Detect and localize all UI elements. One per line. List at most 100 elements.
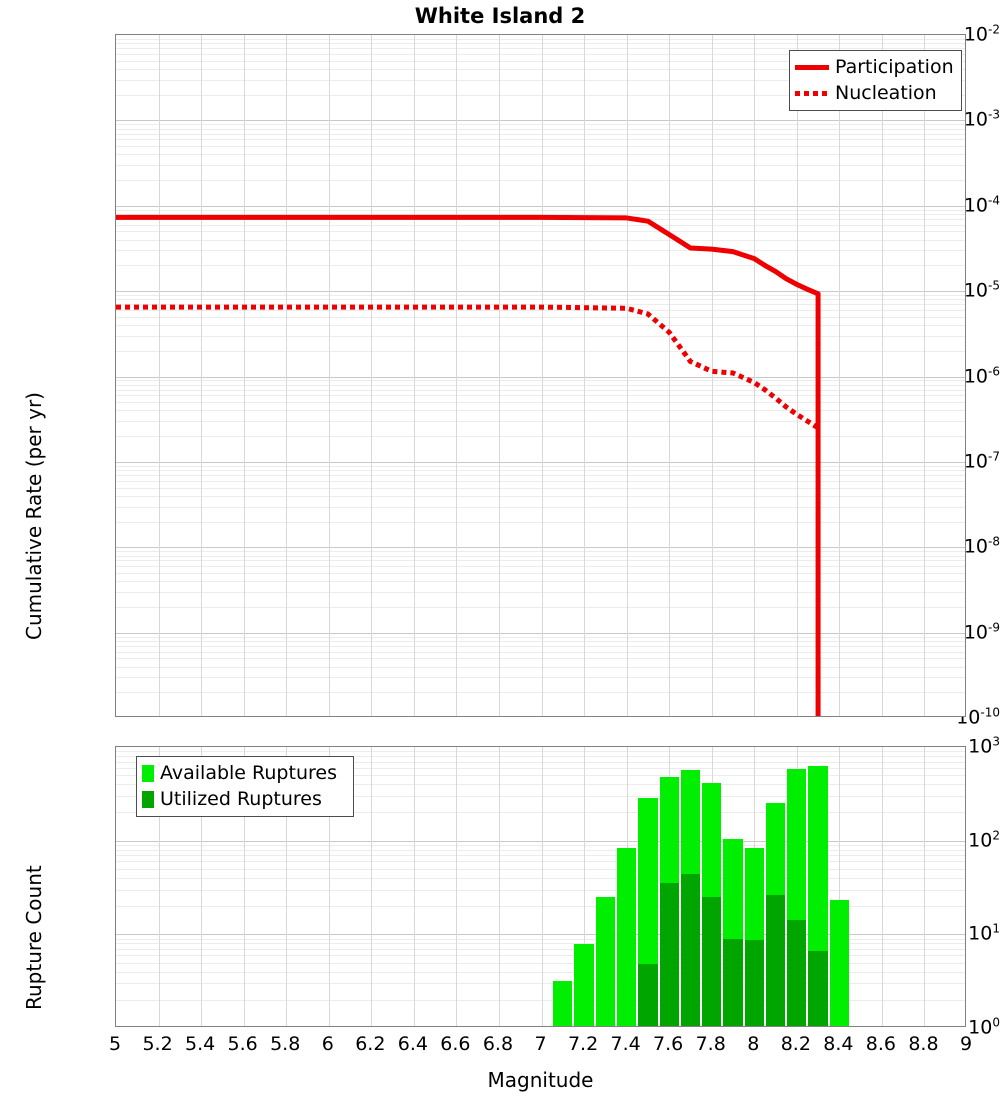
gridline-minor <box>116 971 965 973</box>
gridline-vertical <box>924 35 926 716</box>
x-tick-label: 8 <box>747 1033 760 1055</box>
gridline-minor <box>116 43 965 45</box>
gridline-minor <box>116 436 965 438</box>
x-tick-label: 9 <box>959 1033 973 1055</box>
gridline-vertical <box>371 35 373 716</box>
gridline-minor <box>116 666 965 668</box>
y-tick-label: 10-5 <box>963 278 1000 302</box>
bottom-panel-legend: Available Ruptures Utilized Ruptures <box>136 756 354 817</box>
gridline-minor <box>116 877 965 879</box>
bar-utilized-ruptures <box>638 963 658 1026</box>
gridline-vertical <box>839 35 841 716</box>
gridline-major <box>116 120 965 122</box>
bar-available-ruptures <box>574 944 594 1026</box>
gridline-major <box>116 376 965 378</box>
bar-utilized-ruptures <box>702 896 722 1026</box>
gridline-minor <box>116 239 965 241</box>
bar-utilized-ruptures <box>659 882 679 1026</box>
gridline-vertical <box>201 35 203 716</box>
available-ruptures-swatch-icon <box>142 764 154 782</box>
gridline-vertical <box>584 747 586 1026</box>
bar-utilized-ruptures <box>680 873 701 1026</box>
x-tick-label: 8.6 <box>865 1033 896 1055</box>
gridline-minor <box>116 955 965 957</box>
gridline-minor <box>116 68 965 70</box>
gridline-minor <box>116 784 965 786</box>
legend-item-participation: Participation <box>795 54 954 80</box>
gridline-minor <box>116 124 965 126</box>
gridline-minor <box>116 756 965 758</box>
x-tick-label: 6.4 <box>397 1033 428 1055</box>
x-tick-label: 5.4 <box>184 1033 216 1055</box>
gridline-vertical <box>711 35 713 716</box>
gridline-minor <box>116 48 965 50</box>
gridline-vertical <box>328 35 330 716</box>
x-tick-label: 7.4 <box>610 1033 641 1055</box>
gridline-minor <box>116 906 965 908</box>
gridline-minor <box>116 214 965 216</box>
gridline-vertical <box>456 747 458 1026</box>
gridline-vertical <box>881 747 883 1026</box>
gridline-vertical <box>881 35 883 716</box>
gridline-minor <box>116 636 965 638</box>
gridline-minor <box>116 154 965 156</box>
bar-available-ruptures <box>553 981 573 1026</box>
gridline-minor <box>116 38 965 40</box>
nucleation-dotted-line-icon <box>795 90 829 96</box>
y-tick-label: 10-3 <box>963 107 1000 132</box>
gridline-minor <box>116 402 965 404</box>
gridline-minor <box>116 146 965 148</box>
gridline-minor <box>116 506 965 508</box>
gridline-vertical <box>541 35 543 716</box>
legend-label-utilized-ruptures: Utilized Ruptures <box>160 788 322 810</box>
gridline-minor <box>116 938 965 940</box>
x-tick-label: 5.8 <box>270 1033 301 1055</box>
y-tick-label: 10-7 <box>963 449 1000 473</box>
gridline-minor <box>116 658 965 660</box>
x-tick-label: 5 <box>108 1033 122 1055</box>
gridline-minor <box>116 380 965 382</box>
gridline-minor <box>116 335 965 337</box>
gridline-minor <box>116 948 965 950</box>
gridline-minor <box>116 572 965 574</box>
gridline-minor <box>116 591 965 593</box>
x-tick-label: 6.6 <box>440 1033 471 1055</box>
gridline-vertical <box>243 35 245 716</box>
gridline-minor <box>116 470 965 472</box>
gridline-minor <box>116 325 965 327</box>
bar-utilized-ruptures <box>808 951 828 1026</box>
gridline-minor <box>116 775 965 777</box>
x-tick-label: 8.2 <box>780 1033 811 1055</box>
gridline-minor <box>116 480 965 482</box>
legend-label-available-ruptures: Available Ruptures <box>160 762 337 784</box>
gridline-minor <box>116 606 965 608</box>
gridline-minor <box>116 180 965 182</box>
x-tick-label: 7 <box>534 1033 547 1055</box>
gridline-major <box>116 461 965 463</box>
gridline-minor <box>116 128 965 130</box>
gridline-minor <box>116 389 965 391</box>
y-tick-label: 10-8 <box>963 534 1000 558</box>
gridline-minor <box>116 475 965 477</box>
gridline-vertical <box>413 35 415 716</box>
gridline-minor <box>116 521 965 523</box>
gridline-vertical <box>158 35 160 716</box>
gridline-minor <box>116 53 965 55</box>
gridline-minor <box>116 795 965 797</box>
cumulative-rate-plot <box>115 34 966 717</box>
legend-item-nucleation: Nucleation <box>795 80 954 106</box>
gridline-vertical <box>371 747 373 1026</box>
gridline-minor <box>116 677 965 679</box>
gridline-vertical <box>541 747 543 1026</box>
gridline-major <box>116 205 965 207</box>
bar-available-ruptures <box>829 900 849 1026</box>
bar-available-ruptures <box>616 847 637 1026</box>
nucleation-curve <box>116 304 820 431</box>
gridline-minor <box>116 209 965 211</box>
gridline-vertical <box>158 747 160 1026</box>
gridline-minor <box>116 868 965 870</box>
gridline-minor <box>116 395 965 397</box>
top-panel-legend: Participation Nucleation <box>789 50 962 111</box>
gridline-minor <box>116 295 965 297</box>
